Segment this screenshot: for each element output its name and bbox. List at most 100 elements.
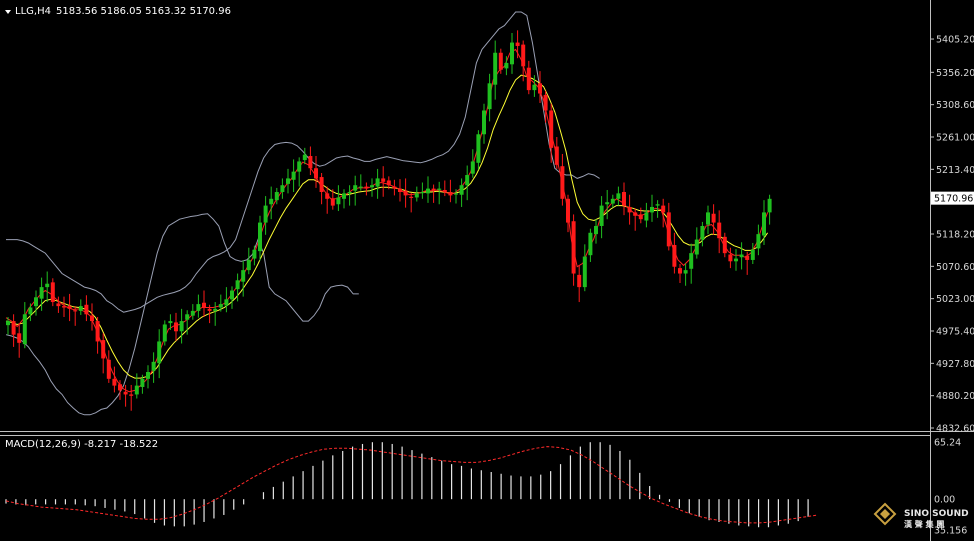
candle <box>672 232 677 274</box>
candle-body <box>319 177 324 193</box>
candle-body <box>566 198 570 223</box>
candle-body <box>196 304 201 311</box>
candle <box>347 185 352 206</box>
candle-body <box>364 186 369 189</box>
candle <box>162 320 167 346</box>
candle <box>722 232 727 258</box>
candle-body <box>655 204 660 206</box>
candle-body <box>235 280 240 290</box>
candle-body <box>174 322 178 332</box>
candle <box>398 179 402 202</box>
candle <box>246 247 251 275</box>
candle-body <box>504 62 509 69</box>
candle <box>101 333 106 374</box>
candle-body <box>605 202 610 205</box>
candle <box>644 202 649 228</box>
candle <box>459 178 464 207</box>
macd-signal <box>5 446 819 524</box>
candlesticks <box>6 30 772 411</box>
candle-body <box>168 321 173 324</box>
candle <box>358 174 363 191</box>
candle <box>549 103 554 163</box>
bb-lower-line <box>5 213 359 416</box>
candle-body <box>532 84 537 91</box>
candle-body <box>67 306 72 309</box>
candle <box>465 165 470 201</box>
candle <box>190 304 195 320</box>
candle-body <box>386 180 391 186</box>
candle-body <box>218 304 223 308</box>
price-tick-label: 5118.20 <box>936 229 974 240</box>
candle <box>470 149 475 178</box>
candle <box>442 180 447 197</box>
candle-body <box>190 310 195 316</box>
candle-body <box>246 259 251 271</box>
candle <box>661 198 666 228</box>
candle-body <box>610 198 615 204</box>
price-tick-label: 5023.00 <box>936 294 974 305</box>
last-price-label: 5170.96 <box>934 194 973 205</box>
candle <box>28 303 33 322</box>
candle-body <box>762 212 766 236</box>
candle-body <box>28 307 33 315</box>
candle-body <box>185 314 190 320</box>
candle-body <box>34 297 38 307</box>
candle-body <box>437 188 442 190</box>
ohlc-readout: 5183.56 5186.05 5163.32 5170.96 <box>56 6 231 17</box>
candle <box>627 194 632 225</box>
candle-body <box>50 282 55 303</box>
candle <box>381 166 386 197</box>
candle <box>403 178 408 208</box>
candle <box>375 168 380 199</box>
candle-body <box>314 168 318 179</box>
candle <box>213 302 218 326</box>
candle-body <box>627 206 632 213</box>
candle-body <box>498 52 503 70</box>
candle-body <box>101 340 106 359</box>
candle-body <box>118 384 122 391</box>
candle-body <box>11 321 16 335</box>
macd-histogram <box>5 442 809 528</box>
candle-body <box>711 213 716 223</box>
candle-body <box>448 192 453 196</box>
logo-inner-diamond-icon <box>880 509 890 519</box>
candle <box>756 224 761 256</box>
candle <box>302 147 307 165</box>
candle <box>196 294 201 318</box>
candle <box>560 153 565 206</box>
candle-body <box>381 178 386 182</box>
candle <box>325 186 330 214</box>
candle <box>448 179 453 203</box>
candle <box>297 157 302 187</box>
candle <box>717 210 722 254</box>
candle <box>84 295 89 322</box>
candle-body <box>694 239 699 255</box>
candle <box>734 249 738 271</box>
candle <box>123 384 128 407</box>
candle <box>314 156 318 188</box>
candle-body <box>661 205 666 213</box>
candle <box>515 30 520 59</box>
last-price-marker: 5170.96 <box>931 191 974 205</box>
candle-body <box>683 270 688 274</box>
candle <box>498 48 503 74</box>
candle-body <box>274 192 279 201</box>
candle-body <box>84 304 89 315</box>
candle-body <box>767 198 772 213</box>
candle <box>45 271 50 303</box>
candle <box>11 314 16 347</box>
candle-body <box>140 378 145 387</box>
candle <box>106 350 111 383</box>
candle <box>526 60 531 95</box>
candle-body <box>213 308 218 311</box>
candle-body <box>543 94 548 111</box>
candle <box>420 182 425 199</box>
price-tick-label: 5356.20 <box>936 68 974 79</box>
dropdown-triangle-icon[interactable] <box>5 10 11 14</box>
sino-sound-logo: SINO SOUND 漢 聲 集 團 <box>873 502 969 529</box>
candle-body <box>353 185 358 191</box>
candle <box>73 306 78 326</box>
candle-body <box>358 186 363 188</box>
candle <box>319 172 324 205</box>
